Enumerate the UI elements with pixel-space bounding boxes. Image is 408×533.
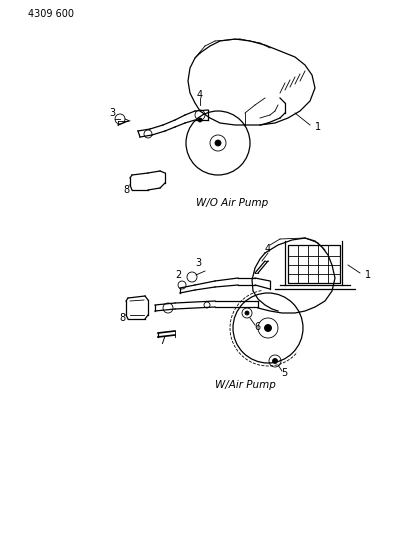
Text: 8: 8	[123, 185, 129, 195]
Text: 3: 3	[195, 258, 201, 268]
Text: 1: 1	[315, 122, 321, 132]
Text: 3: 3	[109, 108, 115, 118]
Text: 1: 1	[365, 270, 371, 280]
Text: 8: 8	[119, 313, 125, 323]
Circle shape	[273, 359, 277, 364]
Text: 6: 6	[254, 322, 260, 332]
Circle shape	[198, 118, 202, 122]
Text: 7: 7	[159, 336, 165, 346]
Text: 5: 5	[281, 368, 287, 378]
Text: 2: 2	[175, 270, 181, 280]
Circle shape	[245, 311, 249, 315]
Circle shape	[215, 140, 221, 146]
Circle shape	[264, 325, 271, 332]
Text: W/Air Pump: W/Air Pump	[215, 380, 275, 390]
Text: 4: 4	[265, 244, 271, 254]
Text: 4309 600: 4309 600	[28, 9, 74, 19]
Text: 4: 4	[197, 90, 203, 100]
Text: W/O Air Pump: W/O Air Pump	[196, 198, 268, 208]
